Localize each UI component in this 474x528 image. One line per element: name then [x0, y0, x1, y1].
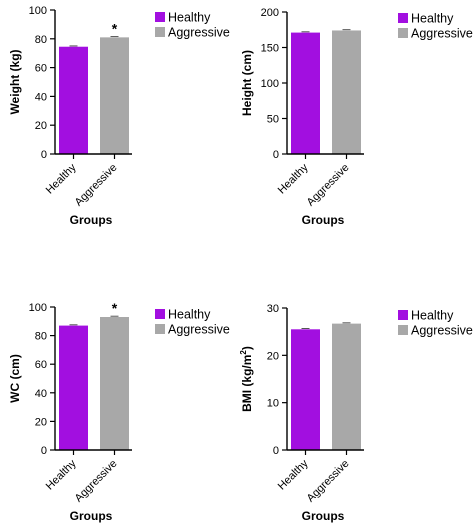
x-tick-label: Healthy [276, 457, 311, 492]
bar-healthy [291, 329, 320, 450]
x-tick-label: Aggressive [73, 162, 120, 209]
significance-mark: * [112, 20, 118, 36]
x-axis-title: Groups [70, 509, 113, 523]
y-tick-label: 40 [35, 91, 47, 103]
y-tick-label: 100 [261, 78, 279, 90]
bar-healthy [291, 32, 320, 155]
y-tick-label: 20 [35, 120, 47, 132]
y-tick-label: 30 [267, 303, 279, 315]
y-tick-label: 150 [261, 43, 279, 55]
legend-swatch-aggressive [398, 325, 408, 335]
legend-swatch-aggressive [398, 28, 408, 38]
x-axis-title: Groups [302, 213, 345, 227]
y-tick-label: 80 [35, 331, 47, 343]
bar-aggressive [100, 37, 129, 154]
y-tick-label: 20 [267, 350, 279, 362]
y-tick-label: 60 [35, 359, 47, 371]
bar-aggressive [100, 317, 129, 450]
bar-aggressive [332, 323, 361, 450]
legend-label-healthy: Healthy [411, 12, 454, 26]
y-tick-label: 200 [261, 7, 279, 19]
y-axis-title: WC (cm) [8, 354, 22, 403]
legend-swatch-healthy [398, 13, 408, 23]
y-axis-title: BMI (kg/m2) [239, 346, 254, 412]
legend-swatch-aggressive [155, 27, 165, 37]
x-tick-label: Aggressive [305, 162, 352, 209]
y-tick-label: 0 [41, 149, 47, 161]
legend-swatch-aggressive [155, 324, 165, 334]
y-axis-title: Height (cm) [240, 50, 254, 116]
y-tick-label: 80 [35, 34, 47, 46]
legend-label-aggressive: Aggressive [411, 324, 473, 338]
bar-healthy [59, 325, 88, 450]
x-axis-title: Groups [302, 509, 345, 523]
y-axis-title: Weight (kg) [8, 49, 22, 114]
significance-mark: * [112, 300, 118, 316]
x-tick-label: Healthy [44, 161, 79, 196]
legend-label-healthy: Healthy [411, 309, 454, 323]
panel-height: 050100150200HealthyAggressiveGroupsHeigh… [240, 7, 473, 227]
legend-swatch-healthy [398, 310, 408, 320]
y-tick-label: 50 [267, 114, 279, 126]
y-tick-label: 10 [267, 398, 279, 410]
y-tick-label: 0 [41, 445, 47, 457]
y-tick-label: 100 [29, 302, 47, 314]
x-tick-label: Healthy [276, 161, 311, 196]
legend-swatch-healthy [155, 309, 165, 319]
y-tick-label: 100 [29, 5, 47, 17]
legend-label-healthy: Healthy [168, 308, 211, 322]
legend-label-aggressive: Aggressive [168, 323, 230, 337]
y-tick-label: 0 [273, 445, 279, 457]
panel-weight: 020406080100HealthyAggressiveGroupsWeigh… [8, 5, 230, 227]
legend-swatch-healthy [155, 12, 165, 22]
bar-aggressive [332, 30, 361, 154]
x-tick-label: Aggressive [305, 458, 352, 505]
x-tick-label: Aggressive [73, 458, 120, 505]
legend-label-healthy: Healthy [168, 11, 211, 25]
y-tick-label: 20 [35, 416, 47, 428]
x-axis-title: Groups [70, 213, 113, 227]
y-tick-label: 60 [35, 63, 47, 75]
legend-label-aggressive: Aggressive [168, 26, 230, 40]
y-tick-label: 0 [273, 149, 279, 161]
y-tick-label: 40 [35, 388, 47, 400]
x-tick-label: Healthy [44, 457, 79, 492]
bar-healthy [59, 46, 88, 154]
legend-label-aggressive: Aggressive [411, 27, 473, 41]
